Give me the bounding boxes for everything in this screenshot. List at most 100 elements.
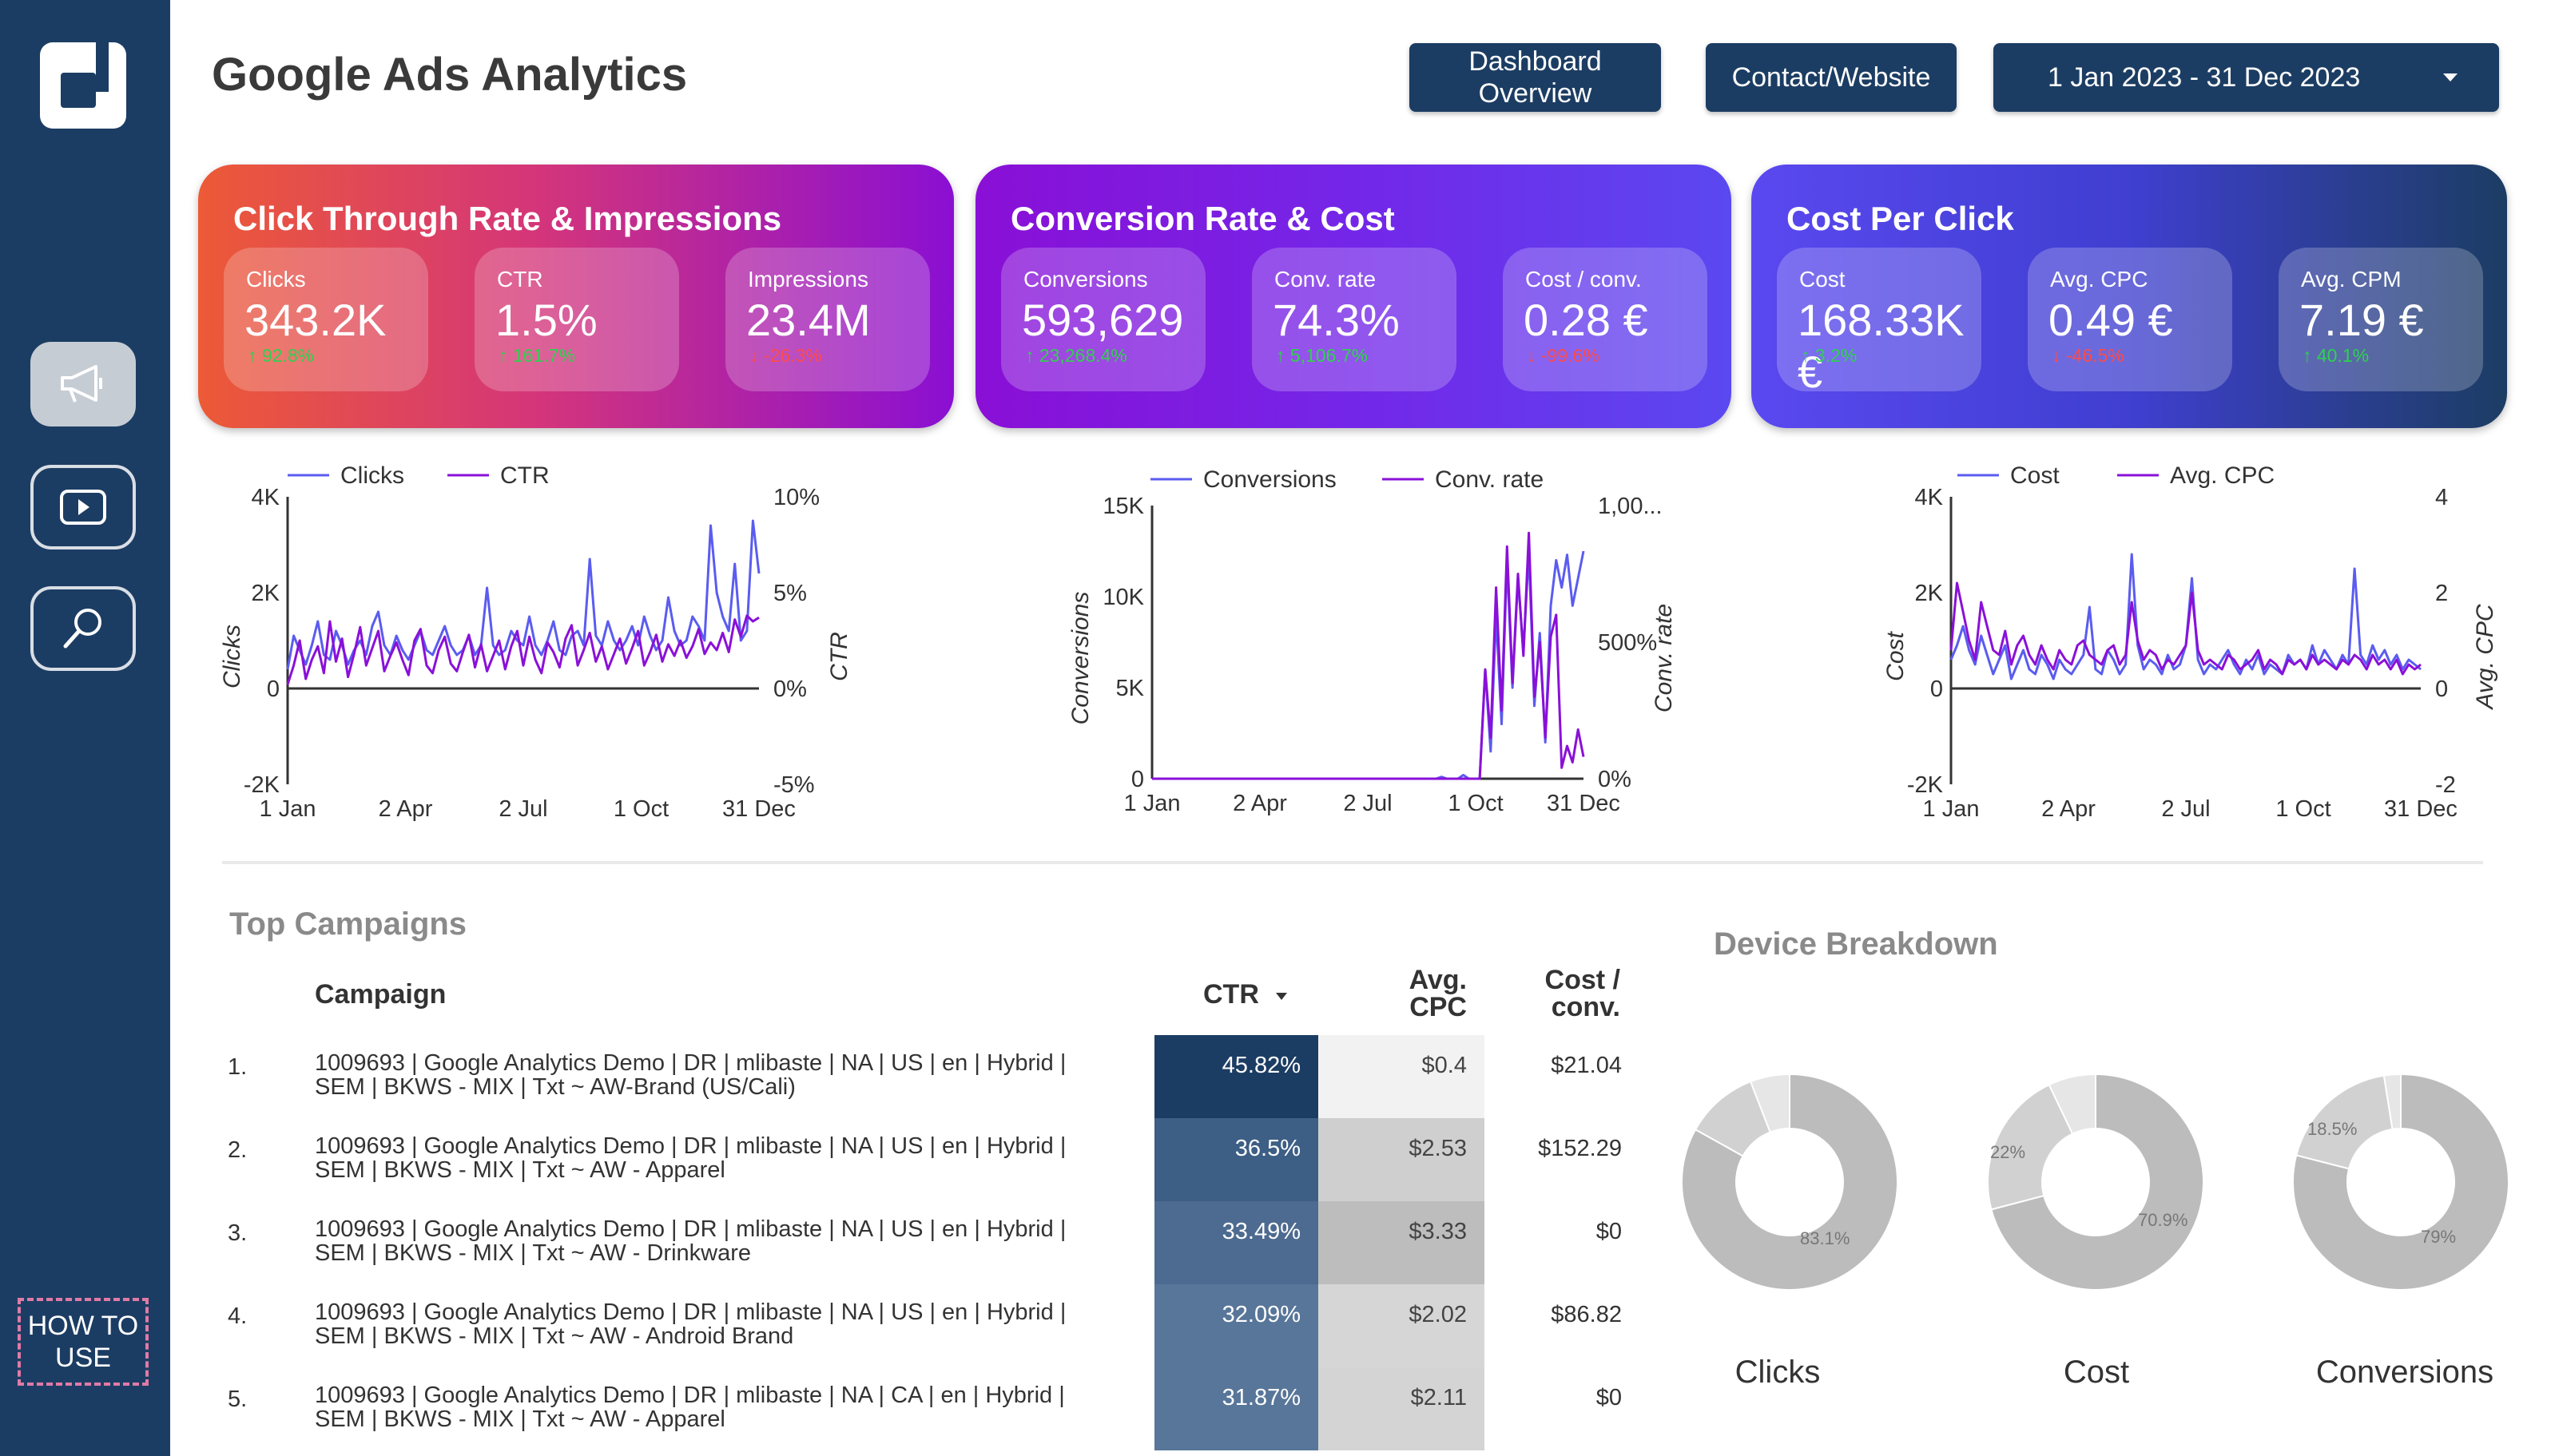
col-avg-cpc-line2: CPC [1409, 992, 1467, 1022]
series-line-avg-cpc [1949, 581, 2422, 676]
y2-tick-label: 4 [2435, 485, 2448, 510]
conversions-rate-chart: Conversions Conv. rate 15K 10K 5K 0 1,00... 500… [1067, 466, 1677, 816]
y2-tick-label: -2 [2435, 772, 2456, 798]
kpi-delta: ↑ 5,106.7% [1276, 345, 1368, 367]
x-tick-label: 31 Dec [722, 796, 796, 822]
y2-tick-label: 0 [2435, 676, 2448, 702]
dashboard-overview-button[interactable]: Dashboard Overview [1409, 43, 1661, 112]
col-cost-conv-header[interactable]: Cost / conv. [1502, 966, 1620, 1021]
kpi-delta-value: -26.3% [763, 345, 822, 366]
donut-slice[interactable] [1990, 1073, 2204, 1291]
donut-slice[interactable] [1749, 1073, 1790, 1133]
y2-tick-label: -5% [773, 772, 815, 798]
campaign-name: 1009693 | Google Analytics Demo | DR | m… [315, 1300, 1353, 1348]
table-row[interactable]: 4. 1009693 | Google Analytics Demo | DR |… [216, 1284, 1638, 1367]
table-row[interactable]: 3. 1009693 | Google Analytics Demo | DR |… [216, 1201, 1638, 1284]
arrow-up-icon: ↑ [248, 345, 262, 366]
dashboard-overview-line2: Overview [1478, 78, 1592, 109]
kpi-delta: ↓ -99.6% [1527, 345, 1599, 367]
donut-slice[interactable] [2382, 1073, 2402, 1130]
date-range-selector[interactable]: 1 Jan 2023 - 31 Dec 2023 [1993, 43, 2499, 112]
kpi-tile: Conv. rate 74.3% ↑ 5,106.7% [1252, 248, 1456, 391]
chevron-down-icon [2443, 73, 2458, 81]
kpi-delta: ↑ 3.2% [1801, 345, 1857, 367]
y-axis-title: Conversions [1067, 592, 1094, 725]
kpi-label: Conversions [1023, 267, 1148, 292]
y-tick-label: -2K [1907, 772, 1944, 798]
contact-website-button[interactable]: Contact/Website [1706, 43, 1957, 112]
row-index: 2. [228, 1137, 248, 1163]
kpi-label: Avg. CPC [2050, 267, 2148, 292]
how-to-use-button[interactable]: HOW TO USE [18, 1298, 149, 1386]
kpi-delta-value: 3.2% [1814, 345, 1858, 366]
nav-search-button[interactable] [30, 586, 136, 671]
donut-slice[interactable] [1987, 1083, 2074, 1211]
campaign-name-line2: SEM | BKWS - MIX | Txt ~ AW-Brand (US/Ca… [315, 1074, 796, 1100]
date-range-value: 1 Jan 2023 - 31 Dec 2023 [2048, 62, 2361, 93]
donut-slice[interactable] [2292, 1073, 2509, 1291]
cost-conv-cell: $21.04 [1551, 1053, 1622, 1078]
table-row[interactable]: 1. 1009693 | Google Analytics Demo | DR |… [216, 1035, 1638, 1118]
device-breakdown-title: Device Breakdown [1714, 926, 1998, 962]
donut-label-conversions: Conversions [2315, 1355, 2494, 1390]
slice-label: 18.5% [2307, 1119, 2357, 1139]
y2-axis-title: CTR [826, 632, 852, 681]
card-conversion-rate-cost: Conversion Rate & Cost Conversions 593,62… [975, 165, 1731, 428]
col-campaign-header[interactable]: Campaign [315, 979, 447, 1010]
arrow-up-icon: ↑ [2303, 345, 2317, 366]
card-ctr-impressions: Click Through Rate & Impressions Clicks 3… [198, 165, 954, 428]
section-divider [222, 861, 2483, 864]
donut-slice[interactable] [2048, 1073, 2096, 1135]
kpi-delta-value: -99.6% [1540, 345, 1599, 366]
logo[interactable] [40, 42, 126, 129]
table-row[interactable]: 5. 1009693 | Google Analytics Demo | DR |… [216, 1367, 1638, 1450]
col-ctr-header[interactable]: CTR [1203, 981, 1288, 1008]
donut-slice[interactable] [1681, 1073, 1898, 1291]
campaign-name-line2: SEM | BKWS - MIX | Txt ~ AW - Android Br… [315, 1323, 794, 1349]
y-tick-label: 2K [1915, 581, 1944, 606]
campaign-name-line1: 1009693 | Google Analytics Demo | DR | m… [315, 1216, 1067, 1242]
col-cost-conv-line1: Cost / [1544, 965, 1620, 995]
how-to-line2: USE [55, 1343, 111, 1373]
y2-tick-label: 0% [773, 676, 807, 702]
kpi-value: 74.3% [1273, 295, 1400, 345]
ctr-cell: 36.5% [1154, 1118, 1318, 1201]
kpi-label: Cost [1799, 267, 1846, 292]
x-tick-label: 31 Dec [2384, 796, 2458, 822]
y2-tick-label: 10% [773, 485, 820, 510]
x-tick-label: 1 Oct [2275, 796, 2330, 822]
kpi-label: Clicks [246, 267, 306, 292]
legend-label: CTR [500, 462, 550, 489]
kpi-delta: ↑ 161.7% [499, 345, 575, 367]
ctr-cell: 31.87% [1154, 1367, 1318, 1450]
kpi-delta-value: 40.1% [2316, 345, 2370, 366]
campaign-name-line2: SEM | BKWS - MIX | Txt ~ AW - Apparel [315, 1157, 725, 1183]
series-line-clicks [286, 519, 761, 670]
donut-clicks: 83.1% [1681, 1073, 1898, 1291]
arrow-down-icon: ↓ [1527, 345, 1541, 366]
kpi-tile: Cost 168.33K € ↑ 3.2% [1777, 248, 1981, 397]
legend-label: Conv. rate [1435, 466, 1544, 493]
donut-label-clicks: Clicks [1734, 1355, 1821, 1390]
kpi-value: 593,629 [1022, 295, 1184, 345]
ctr-cell: 45.82% [1154, 1035, 1318, 1118]
table-row[interactable]: 2. 1009693 | Google Analytics Demo | DR |… [216, 1118, 1638, 1201]
arrow-up-icon: ↑ [1276, 345, 1290, 366]
nav-google-ads-button[interactable] [30, 342, 136, 426]
slice-label: 70.9% [2138, 1210, 2187, 1230]
donut-slice[interactable] [2295, 1074, 2394, 1170]
donut-conversions: 79% 18.5% [2292, 1073, 2509, 1291]
y-tick-label: 15K [1103, 494, 1144, 519]
kpi-tile: Conversions 593,629 ↑ 23,268.4% [1001, 248, 1206, 391]
cost-conv-cell: $0 [1595, 1385, 1622, 1410]
col-avg-cpc-header[interactable]: Avg. CPC [1358, 966, 1467, 1021]
how-to-line1: HOW TO [27, 1311, 139, 1341]
campaign-name: 1009693 | Google Analytics Demo | DR | m… [315, 1217, 1353, 1265]
kpi-delta: ↓ -46.5% [2052, 345, 2124, 367]
campaign-name-line2: SEM | BKWS - MIX | Txt ~ AW - Apparel [315, 1406, 725, 1432]
slice-label: 22% [1990, 1142, 2025, 1162]
y-tick-label: 10K [1103, 585, 1144, 610]
legend-label: Clicks [340, 462, 404, 489]
nav-youtube-button[interactable] [30, 465, 136, 549]
y2-axis-title: Avg. CPC [2472, 604, 2498, 710]
